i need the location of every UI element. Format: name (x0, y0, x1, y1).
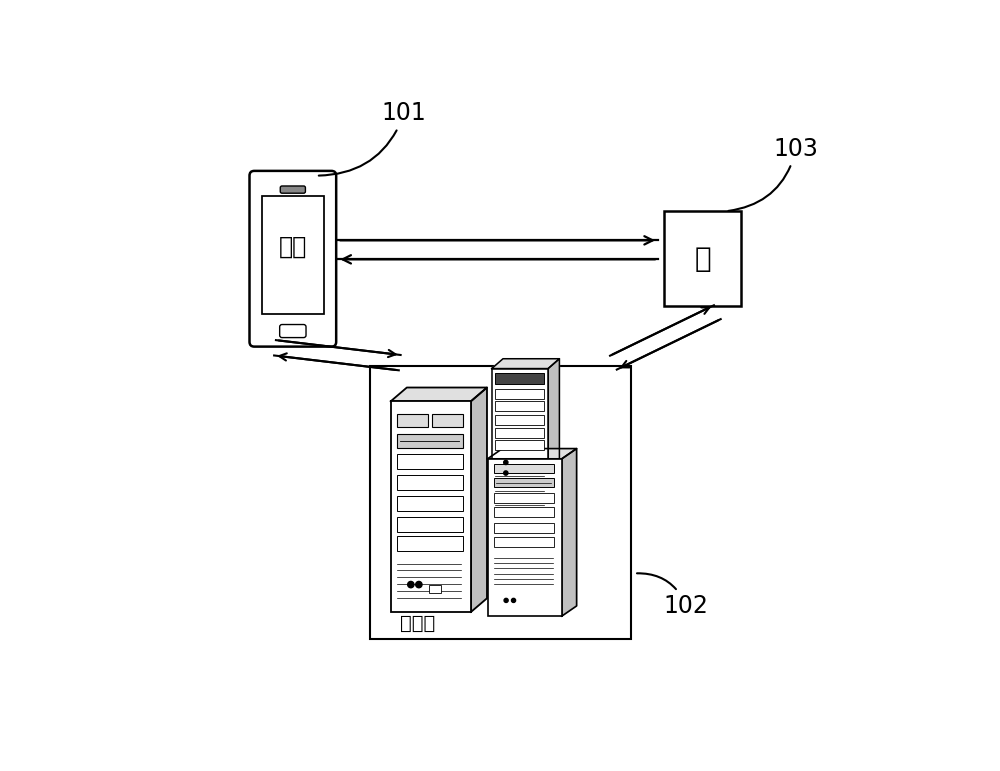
Bar (391, 401, 471, 612)
Bar (494, 507, 554, 517)
Text: 101: 101 (319, 101, 427, 176)
FancyBboxPatch shape (250, 171, 336, 347)
Bar (664, 211, 741, 306)
Bar (494, 523, 554, 533)
Bar (397, 434, 463, 448)
Text: 102: 102 (637, 574, 709, 618)
Polygon shape (471, 388, 487, 612)
Bar (495, 373, 544, 384)
Bar (495, 401, 544, 411)
Circle shape (504, 471, 508, 475)
Bar (495, 389, 544, 399)
Bar (488, 459, 562, 616)
Circle shape (408, 581, 414, 588)
Bar (397, 496, 463, 511)
Text: 103: 103 (728, 136, 819, 211)
Text: 锁: 锁 (694, 244, 711, 273)
Bar (397, 475, 463, 490)
FancyBboxPatch shape (280, 325, 306, 338)
Circle shape (504, 598, 508, 602)
Bar (432, 414, 463, 426)
Polygon shape (548, 359, 559, 520)
Polygon shape (488, 449, 577, 459)
Bar (494, 493, 554, 503)
Bar (494, 464, 554, 473)
Bar (494, 479, 554, 487)
Circle shape (504, 460, 508, 465)
Bar (495, 440, 544, 450)
Text: 服务器: 服务器 (400, 614, 435, 633)
Polygon shape (562, 449, 577, 616)
FancyBboxPatch shape (280, 186, 305, 194)
Bar (397, 536, 463, 550)
Polygon shape (391, 388, 487, 401)
Bar (495, 429, 544, 438)
Circle shape (511, 598, 516, 602)
Bar (262, 196, 324, 314)
Bar (492, 369, 548, 520)
Bar (370, 365, 631, 638)
Bar (495, 415, 544, 425)
Bar (429, 584, 441, 593)
Polygon shape (492, 359, 559, 369)
Bar (397, 454, 463, 469)
Bar (494, 537, 554, 547)
Bar (397, 517, 463, 532)
Bar (397, 414, 428, 426)
Circle shape (416, 581, 422, 588)
Text: 终端: 终端 (279, 235, 307, 259)
